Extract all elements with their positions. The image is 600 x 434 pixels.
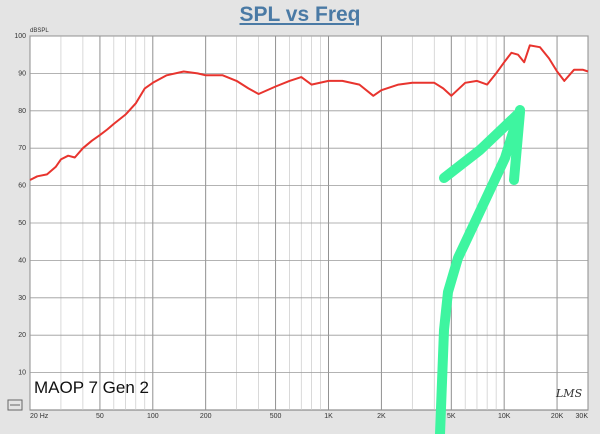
data-point (476, 80, 478, 82)
data-point (450, 95, 452, 97)
chart-title: SPL vs Freq (239, 3, 361, 26)
x-tick-label: 100 (147, 413, 159, 420)
lms-logo: LMS (555, 387, 583, 400)
data-point (46, 173, 48, 175)
data-point (99, 134, 101, 136)
x-tick-label: 10K (498, 413, 511, 420)
data-point (486, 84, 488, 86)
data-point (433, 82, 435, 84)
data-point (197, 72, 199, 74)
data-point (556, 71, 558, 73)
x-tick-label: 2K (377, 413, 386, 420)
data-point (29, 179, 31, 181)
data-point (587, 71, 589, 73)
highlight-arrow (435, 105, 525, 434)
data-point (125, 114, 127, 116)
data-point (300, 76, 302, 78)
y-tick-label: 30 (18, 295, 26, 302)
series-line (29, 44, 589, 181)
x-tick-label: 20 Hz (30, 413, 49, 420)
data-point (397, 84, 399, 86)
y-tick-label: 60 (18, 183, 26, 190)
data-point (106, 129, 108, 131)
y-tick-labels: 10 20 30 40 50 60 70 80 90 100 (14, 33, 26, 377)
data-point (152, 82, 154, 84)
data-point (55, 166, 57, 168)
x-tick-label: 500 (270, 413, 282, 420)
data-point (380, 89, 382, 91)
data-point (310, 84, 312, 86)
data-point (74, 157, 76, 159)
data-point (539, 46, 541, 48)
data-point (503, 61, 505, 63)
annotation-label: MAOP 7 Gen 2 (34, 378, 149, 397)
data-point (411, 82, 413, 84)
corner-icon (7, 399, 23, 411)
y-tick-label: 40 (18, 257, 26, 264)
data-point (222, 74, 224, 76)
data-point (495, 72, 497, 74)
y-tick-label: 70 (18, 145, 26, 152)
x-tick-label: 30K (576, 413, 589, 420)
data-point (464, 82, 466, 84)
data-point (247, 87, 249, 89)
x-tick-label: 200 (200, 413, 212, 420)
data-point (523, 61, 525, 63)
x-tick-label: 5K (447, 413, 456, 420)
y-tick-label: 10 (18, 370, 26, 377)
data-point (67, 155, 69, 157)
data-point (442, 87, 444, 89)
data-point (113, 123, 115, 125)
data-point (517, 54, 519, 56)
data-point (144, 87, 146, 89)
data-point (135, 102, 137, 104)
data-point (423, 82, 425, 84)
data-point (573, 69, 575, 71)
y-tick-label: 80 (18, 108, 26, 115)
y-axis-label: dBSPL (30, 28, 49, 34)
data-point (548, 57, 550, 59)
data-point (205, 74, 207, 76)
data-point (563, 80, 565, 82)
data-point (275, 85, 277, 87)
data-point (60, 158, 62, 160)
data-point (36, 175, 38, 177)
data-point (358, 84, 360, 86)
data-point (582, 69, 584, 71)
data-point (183, 71, 185, 73)
data-point (82, 147, 84, 149)
y-tick-label: 50 (18, 220, 26, 227)
data-point (236, 80, 238, 82)
grid-major (29, 35, 589, 410)
y-tick-label: 20 (18, 332, 26, 339)
data-point (327, 80, 329, 82)
data-point (341, 80, 343, 82)
x-tick-label: 1K (324, 413, 333, 420)
data-point (166, 74, 168, 76)
data-point (529, 44, 531, 46)
y-tick-label: 100 (14, 33, 26, 40)
y-tick-label: 90 (18, 70, 26, 77)
x-tick-labels: 20 Hz 50 100 200 500 1K 2K 5K 10K 20K 30K (30, 413, 588, 420)
data-point (372, 95, 374, 97)
x-tick-label: 50 (96, 413, 104, 420)
data-point (91, 140, 93, 142)
x-tick-label: 20K (551, 413, 564, 420)
data-point (258, 93, 260, 95)
data-point (510, 52, 512, 54)
data-point (289, 80, 291, 82)
